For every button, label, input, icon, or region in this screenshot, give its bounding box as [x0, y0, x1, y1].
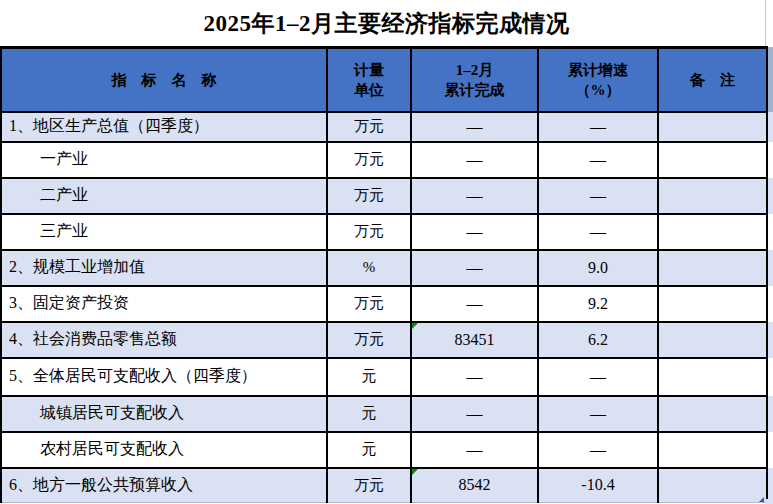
unit-cell: 元	[327, 432, 411, 468]
table-row: 农村居民可支配收入 元 — —	[1, 432, 773, 468]
indicator-name-cell: 6、地方一般公共预算收入	[1, 468, 327, 503]
completed-value: 83451	[455, 331, 495, 348]
edge-sliver	[767, 286, 773, 322]
remark-cell	[658, 432, 767, 468]
edge-sliver	[767, 112, 773, 142]
unit-cell: 万元	[327, 214, 411, 250]
growth-cell: 9.2	[538, 286, 658, 322]
completed-value: 8542	[459, 476, 491, 493]
growth-cell: —	[538, 432, 658, 468]
unit-cell: 元	[327, 396, 411, 432]
growth-cell: —	[538, 112, 658, 142]
edge-sliver	[767, 396, 773, 432]
remark-cell	[658, 250, 767, 286]
completed-cell: —	[411, 286, 538, 322]
table-row: 6、地方一般公共预算收入 万元 8542 -10.4	[1, 468, 773, 503]
column-header-completed: 1–2月 累计完成	[411, 48, 538, 112]
indicator-name-cell: 二产业	[1, 178, 327, 214]
indicator-name-cell: 一产业	[1, 142, 327, 178]
table-row: 2、规模工业增加值 % — 9.0	[1, 250, 773, 286]
unit-cell: 万元	[327, 178, 411, 214]
edge-sliver	[767, 468, 773, 503]
completed-cell: 83451	[411, 322, 538, 358]
indicator-name-cell: 城镇居民可支配收入	[1, 396, 327, 432]
unit-cell: 万元	[327, 142, 411, 178]
header-row: 指 标 名 称 计量 单位 1–2月 累计完成 累计增速 （%） 备 注	[1, 48, 773, 112]
indicators-table: 指 标 名 称 计量 单位 1–2月 累计完成 累计增速 （%） 备 注 1、地…	[0, 46, 773, 503]
remark-cell	[658, 468, 767, 503]
remark-cell	[658, 214, 767, 250]
spreadsheet-view: 2025年1–2月主要经济指标完成情况 指 标 名 称 计量 单位 1–2月 累…	[0, 0, 773, 504]
page-title: 2025年1–2月主要经济指标完成情况	[0, 0, 773, 46]
completed-cell: —	[411, 250, 538, 286]
edge-sliver	[767, 322, 773, 358]
remark-cell	[658, 358, 767, 396]
remark-cell	[658, 142, 767, 178]
growth-cell: —	[538, 178, 658, 214]
unit-cell: 万元	[327, 112, 411, 142]
cell-error-indicator-icon	[412, 323, 418, 329]
remark-cell	[658, 178, 767, 214]
growth-cell: —	[538, 214, 658, 250]
unit-cell: 万元	[327, 322, 411, 358]
gridline	[765, 0, 766, 46]
edge-sliver	[767, 432, 773, 468]
growth-cell: 9.0	[538, 250, 658, 286]
edge-sliver	[767, 358, 773, 396]
unit-cell: 万元	[327, 468, 411, 503]
completed-cell: 8542	[411, 468, 538, 503]
remark-cell	[658, 396, 767, 432]
indicator-name-cell: 3、固定资产投资	[1, 286, 327, 322]
edge-sliver	[767, 250, 773, 286]
completed-cell: —	[411, 178, 538, 214]
completed-cell: —	[411, 214, 538, 250]
table-row: 4、社会消费品零售总额 万元 83451 6.2	[1, 322, 773, 358]
table-row: 3、固定资产投资 万元 — 9.2	[1, 286, 773, 322]
column-header-growth: 累计增速 （%）	[538, 48, 658, 112]
unit-cell: 万元	[327, 286, 411, 322]
table-row: 一产业 万元 — —	[1, 142, 773, 178]
cell-error-indicator-icon	[412, 469, 418, 475]
remark-cell	[658, 286, 767, 322]
edge-sliver	[767, 142, 773, 178]
growth-cell: -10.4	[538, 468, 658, 503]
column-header-indicator-name: 指 标 名 称	[1, 48, 327, 112]
blue-corner-marker-icon	[759, 497, 764, 502]
indicator-name-cell: 三产业	[1, 214, 327, 250]
growth-cell: 6.2	[538, 322, 658, 358]
table-row: 二产业 万元 — —	[1, 178, 773, 214]
growth-cell: —	[538, 396, 658, 432]
remark-cell	[658, 322, 767, 358]
completed-cell: —	[411, 358, 538, 396]
column-header-unit: 计量 单位	[327, 48, 411, 112]
table-row: 城镇居民可支配收入 元 — —	[1, 396, 773, 432]
indicator-name-cell: 4、社会消费品零售总额	[1, 322, 327, 358]
indicator-name-cell: 农村居民可支配收入	[1, 432, 327, 468]
edge-sliver	[767, 48, 773, 112]
growth-cell: —	[538, 142, 658, 178]
completed-cell: —	[411, 432, 538, 468]
completed-cell: —	[411, 142, 538, 178]
growth-cell: —	[538, 358, 658, 396]
column-header-remark: 备 注	[658, 48, 767, 112]
unit-cell: %	[327, 250, 411, 286]
completed-cell: —	[411, 112, 538, 142]
unit-cell: 元	[327, 358, 411, 396]
indicator-name-cell: 5、全体居民可支配收入（四季度）	[1, 358, 327, 396]
edge-sliver	[767, 214, 773, 250]
indicator-name-cell: 1、地区生产总值（四季度）	[1, 112, 327, 142]
edge-sliver	[766, 499, 773, 504]
indicator-name-cell: 2、规模工业增加值	[1, 250, 327, 286]
table-row: 1、地区生产总值（四季度） 万元 — —	[1, 112, 773, 142]
table-row: 三产业 万元 — —	[1, 214, 773, 250]
edge-sliver	[767, 178, 773, 214]
table-row: 5、全体居民可支配收入（四季度） 元 — —	[1, 358, 773, 396]
completed-cell: —	[411, 396, 538, 432]
remark-cell	[658, 112, 767, 142]
